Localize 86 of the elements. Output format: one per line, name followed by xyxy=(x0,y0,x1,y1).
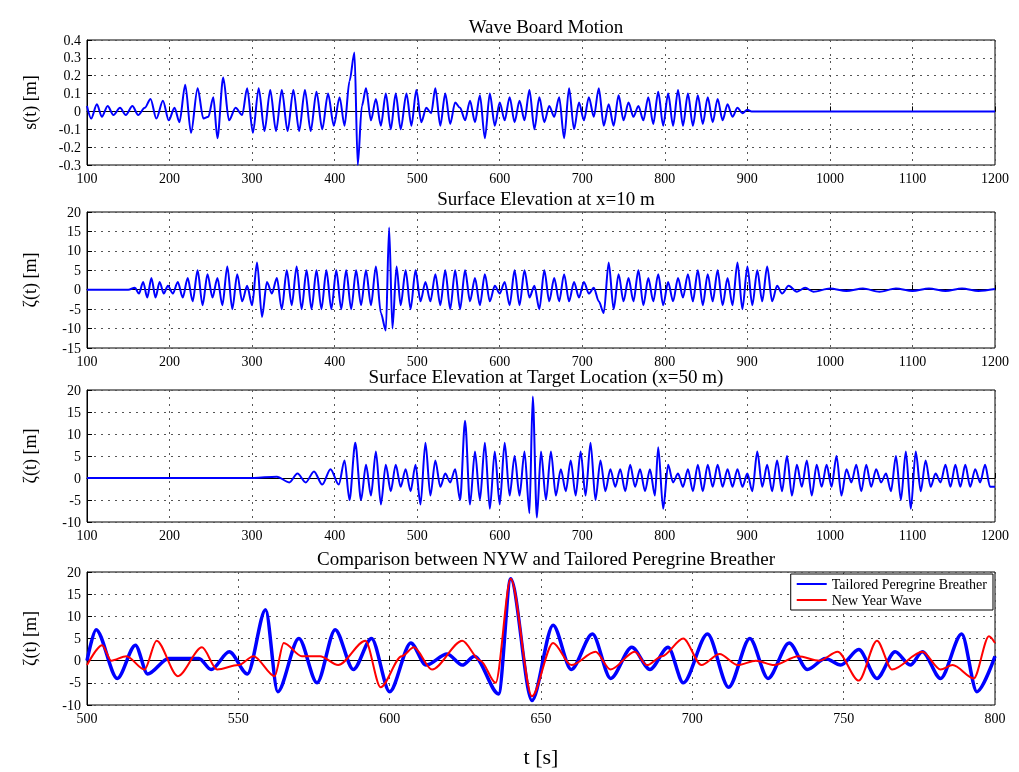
y-tick-label: 0 xyxy=(74,282,81,298)
line-series xyxy=(86,395,996,519)
x-tick-label: 400 xyxy=(324,527,346,543)
chart-title: Wave Board Motion xyxy=(468,16,624,37)
chart-title: Surface Elevation at x=10 m xyxy=(437,188,655,209)
y-tick-label: -5 xyxy=(69,492,81,508)
x-tick-label: 1100 xyxy=(898,353,927,369)
y-tick-label: 0.4 xyxy=(63,32,81,48)
x-tick-label: 550 xyxy=(227,710,249,726)
x-tick-label: 700 xyxy=(571,527,593,543)
x-tick-label: 800 xyxy=(984,710,1006,726)
y-tick-label: 5 xyxy=(74,262,81,278)
x-tick-label: 1200 xyxy=(981,353,1009,369)
y-tick-label: -10 xyxy=(62,697,81,713)
x-tick-label: 1200 xyxy=(981,170,1009,186)
y-axis-title: ζ(t) [m] xyxy=(20,611,41,666)
y-tick-label: 15 xyxy=(67,223,81,239)
y-tick-label: -0.1 xyxy=(58,121,81,137)
x-tick-label: 900 xyxy=(736,527,758,543)
x-tick-label: 500 xyxy=(406,170,428,186)
y-axis-title: s(t) [m] xyxy=(20,75,41,130)
y-tick-label: 0.2 xyxy=(63,68,81,84)
y-tick-label: 20 xyxy=(67,564,81,580)
y-tick-label: 0 xyxy=(74,653,81,669)
chart-title: Comparison between NYW and Tailored Peregrine Breather xyxy=(316,548,776,569)
y-tick-label: 15 xyxy=(67,404,81,420)
y-tick-label: -10 xyxy=(62,514,81,530)
x-tick-label: 600 xyxy=(489,170,511,186)
y-tick-label: 5 xyxy=(74,631,81,646)
x-tick-label: 1000 xyxy=(815,170,844,186)
y-tick-label: 5 xyxy=(74,448,81,464)
x-tick-label: 1000 xyxy=(815,527,844,543)
x-tick-label: 700 xyxy=(571,353,593,369)
y-tick-label: 0.1 xyxy=(63,86,81,102)
x-tick-label: 200 xyxy=(159,353,181,369)
y-tick-label: 20 xyxy=(67,382,81,398)
x-axis-title: t [s] xyxy=(523,743,559,769)
y-tick-label: 0 xyxy=(74,103,81,119)
x-tick-label: 1200 xyxy=(981,527,1009,543)
x-tick-label: 200 xyxy=(159,527,181,543)
x-tick-label: 300 xyxy=(241,170,263,186)
x-tick-label: 700 xyxy=(681,710,703,726)
y-tick-label: -5 xyxy=(69,675,81,691)
x-tick-label: 100 xyxy=(76,527,98,543)
x-tick-label: 1000 xyxy=(815,353,844,369)
y-tick-label: 10 xyxy=(67,426,81,442)
x-tick-label: 1100 xyxy=(898,170,927,186)
y-tick-label: 10 xyxy=(67,608,81,624)
legend-label: New Year Wave xyxy=(831,592,922,608)
y-tick-label: 10 xyxy=(67,243,81,259)
x-tick-label: 300 xyxy=(241,353,263,369)
y-tick-label: -5 xyxy=(69,301,81,317)
y-tick-label: -0.3 xyxy=(58,157,81,173)
x-tick-label: 800 xyxy=(654,170,676,186)
y-tick-label: 0.3 xyxy=(63,50,81,66)
y-tick-label: 20 xyxy=(67,204,81,220)
x-tick-label: 900 xyxy=(736,170,758,186)
x-tick-label: 750 xyxy=(833,710,855,726)
y-tick-label: 15 xyxy=(67,586,81,602)
x-tick-label: 500 xyxy=(406,353,428,369)
y-tick-label: -15 xyxy=(62,340,81,356)
x-tick-label: 400 xyxy=(324,170,346,186)
x-tick-label: 650 xyxy=(530,710,552,726)
y-axis-title: ζ(t) [m] xyxy=(20,252,41,308)
x-tick-label: 900 xyxy=(736,353,758,369)
x-tick-label: 100 xyxy=(76,170,98,186)
x-tick-label: 800 xyxy=(654,527,676,543)
x-tick-label: 700 xyxy=(571,170,593,186)
x-tick-label: 500 xyxy=(406,527,428,543)
y-tick-label: 0 xyxy=(74,470,81,486)
y-axis-title: ζ(t) [m] xyxy=(20,428,41,484)
chart-title: Surface Elevation at Target Location (x=50 m) xyxy=(368,366,724,388)
y-tick-label: -0.2 xyxy=(58,139,81,155)
line-series xyxy=(86,226,996,332)
x-tick-label: 300 xyxy=(241,527,263,543)
x-tick-label: 400 xyxy=(324,353,346,369)
x-tick-label: 500 xyxy=(76,710,98,726)
x-tick-label: 100 xyxy=(76,353,98,369)
x-tick-label: 1100 xyxy=(898,527,927,543)
x-tick-label: 200 xyxy=(159,170,181,186)
legend-label: Tailored Peregrine Breather xyxy=(831,576,988,592)
x-tick-label: 600 xyxy=(379,710,401,726)
x-tick-label: 600 xyxy=(489,527,511,543)
y-tick-label: -10 xyxy=(62,321,81,337)
x-tick-label: 600 xyxy=(489,353,511,369)
x-tick-label: 800 xyxy=(654,353,676,369)
